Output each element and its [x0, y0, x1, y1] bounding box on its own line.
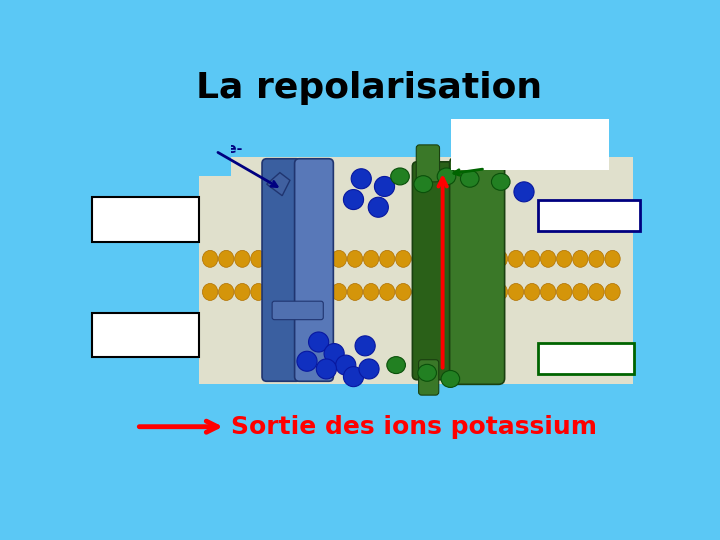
- FancyBboxPatch shape: [538, 343, 634, 374]
- Ellipse shape: [492, 284, 508, 300]
- Ellipse shape: [395, 284, 411, 300]
- Circle shape: [374, 177, 395, 197]
- Circle shape: [368, 197, 388, 217]
- Ellipse shape: [235, 284, 250, 300]
- FancyBboxPatch shape: [449, 157, 505, 384]
- Ellipse shape: [492, 173, 510, 190]
- Circle shape: [359, 359, 379, 379]
- Ellipse shape: [299, 284, 315, 300]
- Ellipse shape: [557, 284, 572, 300]
- Ellipse shape: [461, 170, 479, 187]
- Ellipse shape: [460, 284, 475, 300]
- Ellipse shape: [315, 284, 330, 300]
- FancyBboxPatch shape: [92, 126, 231, 176]
- Ellipse shape: [379, 284, 395, 300]
- Ellipse shape: [251, 284, 266, 300]
- Ellipse shape: [460, 251, 475, 267]
- Ellipse shape: [444, 284, 459, 300]
- Circle shape: [343, 367, 364, 387]
- Ellipse shape: [219, 251, 234, 267]
- Ellipse shape: [492, 251, 508, 267]
- Ellipse shape: [508, 284, 523, 300]
- Polygon shape: [266, 173, 290, 195]
- Ellipse shape: [589, 284, 604, 300]
- Ellipse shape: [557, 251, 572, 267]
- Ellipse shape: [347, 251, 363, 267]
- FancyBboxPatch shape: [91, 197, 199, 242]
- Ellipse shape: [267, 284, 282, 300]
- Ellipse shape: [412, 251, 427, 267]
- Circle shape: [351, 168, 372, 189]
- Ellipse shape: [441, 370, 459, 387]
- Ellipse shape: [299, 251, 315, 267]
- Ellipse shape: [219, 284, 234, 300]
- FancyBboxPatch shape: [91, 313, 199, 357]
- Bar: [199, 157, 632, 384]
- FancyBboxPatch shape: [294, 159, 333, 381]
- Ellipse shape: [364, 284, 379, 300]
- Ellipse shape: [315, 251, 330, 267]
- Ellipse shape: [437, 168, 456, 185]
- Ellipse shape: [418, 364, 436, 381]
- FancyBboxPatch shape: [418, 360, 438, 395]
- FancyBboxPatch shape: [272, 301, 323, 320]
- Ellipse shape: [605, 284, 620, 300]
- Ellipse shape: [202, 284, 217, 300]
- Ellipse shape: [541, 284, 556, 300]
- Text: Canal K⁺ voltage-
dépendant: Canal K⁺ voltage- dépendant: [456, 128, 592, 159]
- Text: Ions K⁺: Ions K⁺: [543, 349, 609, 367]
- Circle shape: [297, 351, 317, 372]
- Ellipse shape: [235, 251, 250, 267]
- Text: Milieu
extracellulaire: Milieu extracellulaire: [98, 211, 197, 241]
- Ellipse shape: [283, 251, 298, 267]
- Circle shape: [514, 182, 534, 202]
- Ellipse shape: [524, 251, 540, 267]
- Ellipse shape: [444, 251, 459, 267]
- Ellipse shape: [476, 284, 492, 300]
- Ellipse shape: [202, 251, 217, 267]
- Ellipse shape: [387, 356, 405, 374]
- Ellipse shape: [589, 251, 604, 267]
- Circle shape: [355, 336, 375, 356]
- Ellipse shape: [572, 251, 588, 267]
- Text: Ions Na⁺: Ions Na⁺: [543, 207, 621, 225]
- Ellipse shape: [331, 251, 346, 267]
- Ellipse shape: [428, 284, 443, 300]
- Ellipse shape: [331, 284, 346, 300]
- Circle shape: [309, 332, 329, 352]
- Ellipse shape: [541, 251, 556, 267]
- Ellipse shape: [391, 168, 409, 185]
- FancyBboxPatch shape: [262, 159, 301, 381]
- Ellipse shape: [572, 284, 588, 300]
- Ellipse shape: [267, 251, 282, 267]
- Circle shape: [336, 355, 356, 375]
- Ellipse shape: [414, 176, 433, 193]
- Text: Canal Na⁺ voltage-
dépendant: Canal Na⁺ voltage- dépendant: [96, 142, 243, 173]
- FancyBboxPatch shape: [538, 200, 640, 231]
- Circle shape: [324, 343, 344, 363]
- Text: La repolarisation: La repolarisation: [196, 71, 542, 105]
- FancyBboxPatch shape: [413, 162, 453, 380]
- Text: Sortie des ions potassium: Sortie des ions potassium: [231, 415, 597, 438]
- Ellipse shape: [412, 284, 427, 300]
- Circle shape: [343, 190, 364, 210]
- Ellipse shape: [524, 284, 540, 300]
- Ellipse shape: [251, 251, 266, 267]
- Ellipse shape: [283, 284, 298, 300]
- Ellipse shape: [508, 251, 523, 267]
- Ellipse shape: [379, 251, 395, 267]
- FancyBboxPatch shape: [416, 145, 439, 182]
- Ellipse shape: [395, 251, 411, 267]
- FancyBboxPatch shape: [451, 119, 609, 170]
- Ellipse shape: [364, 251, 379, 267]
- Ellipse shape: [428, 251, 443, 267]
- Text: Milieu
intracellulaire: Milieu intracellulaire: [98, 327, 193, 357]
- Circle shape: [316, 359, 336, 379]
- Ellipse shape: [347, 284, 363, 300]
- Ellipse shape: [476, 251, 492, 267]
- Ellipse shape: [605, 251, 620, 267]
